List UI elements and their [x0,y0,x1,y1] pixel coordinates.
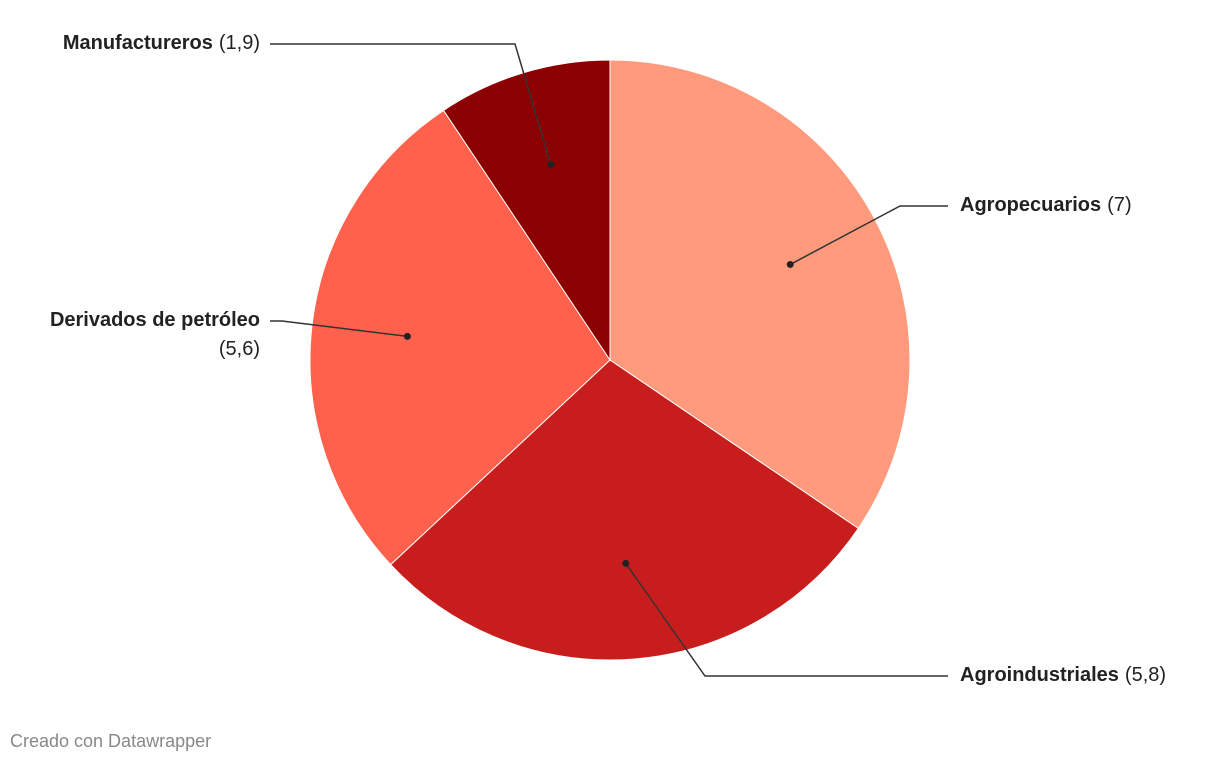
slice-label: Derivados de petróleo [50,309,260,331]
category-name: Derivados de petróleo [50,309,260,331]
leader-line [789,205,948,266]
slice-label: (5,6) [219,338,260,360]
value-label: (5,8) [1125,664,1166,686]
category-name: Agroindustriales [960,664,1119,686]
pie-slice [389,359,860,661]
category-name: Agropecuarios [960,194,1101,216]
slice-label: Agroindustriales (5,8) [960,664,1166,686]
leader-line [625,562,948,677]
category-name: Manufactureros [63,32,213,54]
slice-label: Agropecuarios (7) [960,194,1132,216]
leader-dot [786,260,794,268]
value-label: (7) [1107,194,1131,216]
leader-line [270,43,552,165]
value-label: (1,9) [219,32,260,54]
value-label: (5,6) [219,338,260,360]
leader-dot [622,559,630,567]
leader-dot [403,332,411,340]
leader-dot [547,161,555,169]
credit: Creado con Datawrapper [10,731,211,751]
leader-line [270,320,408,338]
slice-label: Manufactureros (1,9) [63,32,260,54]
